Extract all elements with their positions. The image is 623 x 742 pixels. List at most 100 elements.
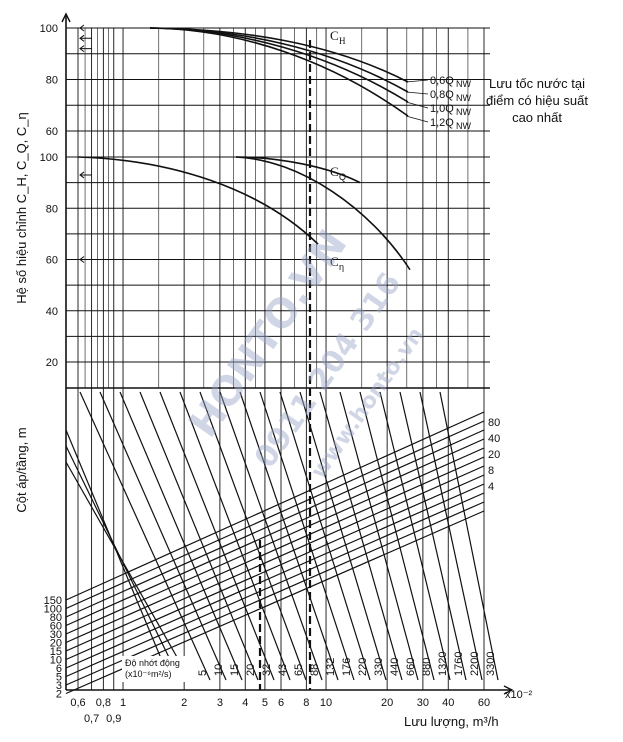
head-value-label: 30 bbox=[50, 629, 62, 641]
head-value-label: 60 bbox=[50, 621, 62, 633]
left-arrow bbox=[79, 45, 92, 52]
viscosity-line bbox=[159, 391, 275, 681]
watermark-line-1: HONTO.VN bbox=[181, 222, 357, 446]
viscosity-legend-bg bbox=[122, 656, 192, 682]
y-tick-label: 80 bbox=[46, 75, 58, 87]
x-tick-label: 0,6 bbox=[70, 697, 85, 709]
x-axis-arrow bbox=[503, 685, 514, 695]
x-tick-label: 3 bbox=[217, 697, 223, 709]
y-tick-label: 80 bbox=[46, 203, 58, 215]
y-tick-label: 20 bbox=[46, 357, 58, 369]
viscosity-line bbox=[179, 391, 291, 681]
x-tick-label: 30 bbox=[417, 697, 429, 709]
ch-flow-sub: NW bbox=[456, 93, 471, 103]
x-tick-label: 0,7 bbox=[84, 713, 99, 725]
viscosity-line bbox=[279, 391, 371, 681]
viscosity-value-label: 20 bbox=[245, 664, 257, 676]
head-line bbox=[65, 447, 485, 635]
viscosity-value-label: 220 bbox=[357, 658, 369, 676]
ceta-label-sub: η bbox=[339, 262, 344, 272]
head-line bbox=[65, 429, 485, 618]
x-tick-label: 4 bbox=[242, 697, 248, 709]
ch-leader bbox=[405, 91, 429, 95]
side-note-line: điểm có hiệu suất bbox=[486, 93, 588, 108]
viscosity-value-label: 5 bbox=[197, 670, 209, 676]
viscosity-value-label: 880 bbox=[421, 658, 433, 676]
ch-flow-label: 0,6Q bbox=[430, 75, 454, 87]
cq-label-sub: Q bbox=[339, 172, 346, 182]
y-tick-label: 60 bbox=[46, 126, 58, 138]
viscosity-value-label: 88 bbox=[309, 664, 321, 676]
right-head-label: 4 bbox=[488, 481, 494, 493]
right-head-label: 80 bbox=[488, 417, 500, 429]
left-arrow bbox=[79, 256, 92, 263]
x-tick-label: 40 bbox=[442, 697, 454, 709]
viscosity-value-label: 1320 bbox=[437, 652, 449, 676]
cq-curve bbox=[235, 156, 361, 184]
ch-curve bbox=[149, 27, 409, 83]
ch-leader bbox=[405, 79, 429, 83]
ch-flow-sub: NW bbox=[456, 107, 471, 117]
viscosity-value-label: 3300 bbox=[485, 652, 497, 676]
lower-y-label: Cột áp/tầng, m bbox=[14, 427, 29, 512]
upper-y-label: Hệ số hiệu chỉnh C_H, C_Q, C_η bbox=[14, 112, 29, 303]
ch-curve bbox=[149, 27, 409, 93]
viscosity-value-label: 10 bbox=[213, 664, 225, 676]
viscosity-value-label: 65 bbox=[293, 664, 305, 676]
y-tick-label: 100 bbox=[40, 152, 58, 164]
head-value-label: 3 bbox=[56, 680, 62, 692]
grid bbox=[61, 12, 514, 695]
viscosity-legend-line: Độ nhớt động bbox=[125, 658, 180, 668]
ch-flow-label: 1,0Q bbox=[430, 103, 454, 115]
viscosity-value-label: 132 bbox=[325, 658, 337, 676]
right-head-label: 8 bbox=[488, 465, 494, 477]
side-note-line: cao nhất bbox=[512, 110, 562, 125]
ch-flow-sub: NW bbox=[456, 79, 471, 89]
viscosity-line bbox=[299, 391, 387, 681]
viscosity-value-label: 43 bbox=[277, 664, 289, 676]
head-value-label: 10 bbox=[50, 655, 62, 667]
head-line bbox=[65, 465, 485, 652]
y-tick-label: 100 bbox=[40, 23, 58, 35]
ceta-curve bbox=[235, 156, 411, 271]
x-tick-label: 60 bbox=[478, 697, 490, 709]
ch-curve bbox=[149, 27, 409, 117]
x-tick-label: 1 bbox=[120, 697, 126, 709]
x-tick-label: 8 bbox=[303, 697, 309, 709]
viscosity-line bbox=[239, 391, 339, 681]
x-tick-label: 20 bbox=[381, 697, 393, 709]
ceta-curve-lower bbox=[77, 156, 319, 245]
curves bbox=[77, 27, 411, 271]
x-tick-label: 10 bbox=[320, 697, 332, 709]
viscosity-line bbox=[379, 391, 451, 681]
head-value-label: 2 bbox=[56, 689, 62, 701]
head-value-label: 15 bbox=[50, 646, 62, 658]
viscosity-line bbox=[139, 391, 259, 681]
ch-leader bbox=[405, 115, 429, 123]
ch-flow-sub: NW bbox=[456, 121, 471, 131]
viscosity-value-label: 330 bbox=[373, 658, 385, 676]
y-axis-arrow bbox=[61, 12, 71, 23]
left-arrow bbox=[79, 34, 92, 42]
head-line bbox=[65, 411, 485, 601]
viscosity-line bbox=[339, 391, 419, 681]
head-line bbox=[65, 474, 485, 661]
head-value-label: 5 bbox=[56, 672, 62, 684]
head-line bbox=[65, 483, 485, 669]
viscosity-legend-line: (x10⁻⁶m²/s) bbox=[125, 669, 171, 679]
x-tick-label: 5 bbox=[262, 697, 268, 709]
left-arrow bbox=[79, 171, 92, 179]
viscosity-line bbox=[319, 391, 403, 681]
viscosity-value-label: 176 bbox=[341, 658, 353, 676]
y-tick-label: 60 bbox=[46, 255, 58, 267]
viscosity-line-extra bbox=[65, 461, 191, 681]
head-value-label: 6 bbox=[56, 663, 62, 675]
viscosity-line bbox=[99, 391, 227, 681]
head-value-label: 100 bbox=[44, 604, 62, 616]
ch-flow-label: 1,2Q bbox=[430, 117, 454, 129]
viscosity-line bbox=[219, 391, 323, 681]
ch-flow-label: 0,8Q bbox=[430, 89, 454, 101]
